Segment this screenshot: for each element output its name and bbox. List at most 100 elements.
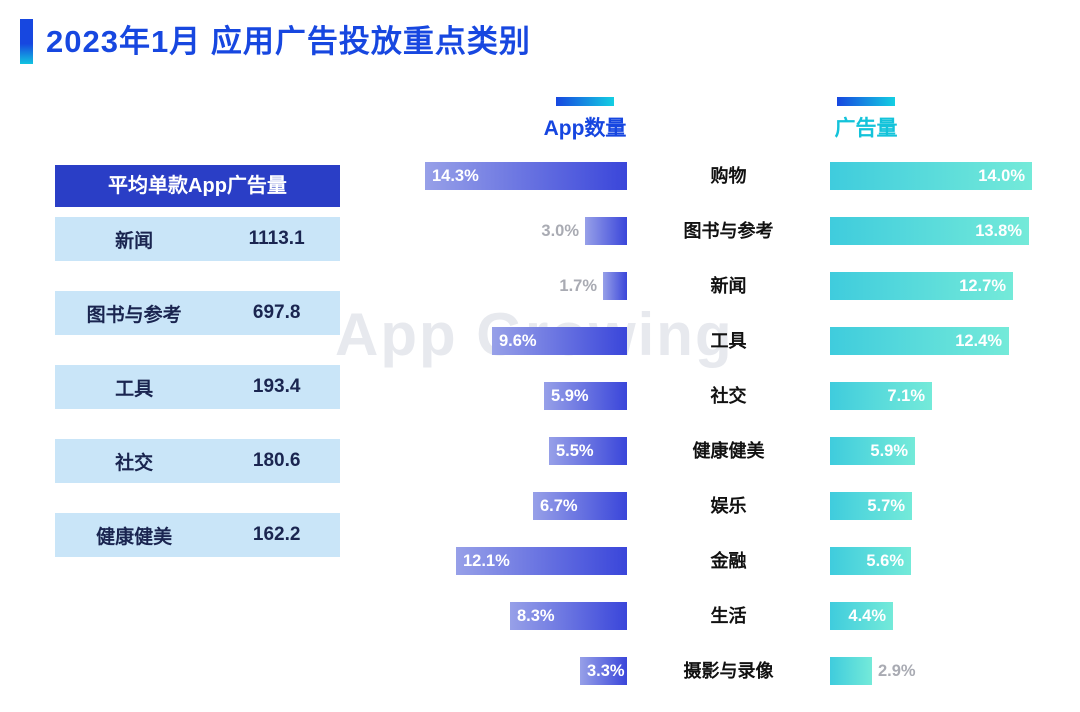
category-label: 新闻 bbox=[710, 276, 747, 296]
table-row-label: 图书与参考 bbox=[86, 304, 182, 326]
ad-volume-bar: 12.4% bbox=[830, 327, 1009, 355]
app-count-bar-zone: 3.0% bbox=[360, 217, 627, 245]
ad-volume-value-label: 7.1% bbox=[887, 387, 925, 405]
table-row-value: 193.4 bbox=[252, 376, 301, 397]
ad-volume-bar-zone: 12.7% bbox=[830, 272, 1080, 300]
app-count-bar: 6.7% bbox=[533, 492, 627, 520]
app-count-value-label: 1.7% bbox=[559, 277, 597, 295]
title-accent-bar bbox=[20, 19, 33, 64]
chart-row: 14.3% 购物 14.0% bbox=[360, 162, 1080, 190]
ad-volume-value-label: 2.9% bbox=[878, 662, 916, 680]
chart-row: 1.7% 新闻 12.7% bbox=[360, 272, 1080, 300]
ad-volume-bar-zone: 12.4% bbox=[830, 327, 1080, 355]
ad-volume-bar-zone: 5.9% bbox=[830, 437, 1080, 465]
ad-volume-value-label: 5.6% bbox=[866, 552, 904, 570]
ad-volume-bar-zone: 4.4% bbox=[830, 602, 1080, 630]
table-row-value: 162.2 bbox=[252, 524, 301, 545]
category-label: 购物 bbox=[710, 166, 747, 186]
app-count-bar: 5.5% bbox=[549, 437, 627, 465]
ad-volume-bar: 13.8% bbox=[830, 217, 1029, 245]
app-count-bar-zone: 3.3% bbox=[360, 657, 627, 685]
category-label: 社交 bbox=[710, 386, 747, 406]
ad-volume-bar: 14.0% bbox=[830, 162, 1032, 190]
chart-row: 3.0% 图书与参考 13.8% bbox=[360, 217, 1080, 245]
app-count-value-label: 9.6% bbox=[499, 332, 537, 350]
ad-volume-bar bbox=[830, 657, 872, 685]
table-body: 新闻 1113.1 图书与参考 697.8 工具 193.4 社交 180.6 健康健美 162.… bbox=[55, 217, 340, 557]
ad-volume-bar: 12.7% bbox=[830, 272, 1013, 300]
ad-volume-bar-zone: 5.7% bbox=[830, 492, 1080, 520]
ad-volume-value-label: 14.0% bbox=[978, 167, 1025, 185]
app-count-value-label: 6.7% bbox=[540, 497, 578, 515]
app-count-bar bbox=[585, 217, 627, 245]
table-row: 社交 180.6 bbox=[55, 439, 340, 483]
app-count-bar: 9.6% bbox=[492, 327, 627, 355]
app-count-bar-zone: 14.3% bbox=[360, 162, 627, 190]
ad-volume-bar: 4.4% bbox=[830, 602, 893, 630]
app-count-bar-zone: 6.7% bbox=[360, 492, 627, 520]
app-count-bar-zone: 5.9% bbox=[360, 382, 627, 410]
table-row-label: 健康健美 bbox=[96, 526, 173, 548]
ad-volume-bar: 7.1% bbox=[830, 382, 932, 410]
table-row-value: 1113.1 bbox=[248, 228, 305, 249]
app-count-legend-bar bbox=[556, 97, 614, 106]
category-label: 摄影与录像 bbox=[683, 661, 774, 681]
ad-volume-legend-bar bbox=[837, 97, 895, 106]
app-count-value-label: 8.3% bbox=[517, 607, 555, 625]
page-title: 2023年1月 应用广告投放重点类别 bbox=[46, 24, 531, 59]
ad-volume-value-label: 13.8% bbox=[975, 222, 1022, 240]
app-count-value-label: 3.0% bbox=[541, 222, 579, 240]
ad-volume-value-label: 12.7% bbox=[959, 277, 1006, 295]
ad-volume-value-label: 5.7% bbox=[867, 497, 905, 515]
category-label: 图书与参考 bbox=[683, 221, 774, 241]
chart-row: 12.1% 金融 5.6% bbox=[360, 547, 1080, 575]
table-row: 工具 193.4 bbox=[55, 365, 340, 409]
table-row-label: 工具 bbox=[115, 378, 154, 400]
ad-volume-bar-zone: 7.1% bbox=[830, 382, 1080, 410]
app-count-bar: 12.1% bbox=[456, 547, 627, 575]
ad-volume-bar: 5.7% bbox=[830, 492, 912, 520]
category-label: 娱乐 bbox=[710, 496, 747, 516]
table-row: 新闻 1113.1 bbox=[55, 217, 340, 261]
ad-volume-bar-zone: 5.6% bbox=[830, 547, 1080, 575]
table-row-value: 180.6 bbox=[252, 450, 301, 471]
app-count-series-title: App数量 bbox=[543, 117, 627, 140]
chart-row: 9.6% 工具 12.4% bbox=[360, 327, 1080, 355]
category-label: 工具 bbox=[710, 331, 747, 351]
app-count-bar-zone: 9.6% bbox=[360, 327, 627, 355]
chart-row: 5.5% 健康健美 5.9% bbox=[360, 437, 1080, 465]
category-label: 金融 bbox=[710, 551, 747, 571]
ad-volume-value-label: 5.9% bbox=[870, 442, 908, 460]
app-count-value-label: 3.3% bbox=[587, 662, 625, 680]
ad-volume-bar-zone: 14.0% bbox=[830, 162, 1080, 190]
app-count-value-label: 14.3% bbox=[432, 167, 479, 185]
ad-volume-bar-zone: 13.8% bbox=[830, 217, 1080, 245]
avg-app-ad-table: 平均单款App广告量 新闻 1113.1 图书与参考 697.8 工具 193.4 社交 18… bbox=[55, 165, 340, 557]
category-label: 健康健美 bbox=[692, 441, 765, 461]
app-count-bar-zone: 12.1% bbox=[360, 547, 627, 575]
app-count-bar: 14.3% bbox=[425, 162, 627, 190]
chart-row: 5.9% 社交 7.1% bbox=[360, 382, 1080, 410]
app-count-bar-zone: 8.3% bbox=[360, 602, 627, 630]
ad-volume-series-title: 广告量 bbox=[834, 117, 898, 140]
table-row-label: 新闻 bbox=[115, 230, 154, 252]
chart-row: 8.3% 生活 4.4% bbox=[360, 602, 1080, 630]
table-row: 图书与参考 697.8 bbox=[55, 291, 340, 335]
table-row: 健康健美 162.2 bbox=[55, 513, 340, 557]
app-count-bar-zone: 1.7% bbox=[360, 272, 627, 300]
app-count-bar bbox=[603, 272, 627, 300]
ad-volume-bar: 5.9% bbox=[830, 437, 915, 465]
app-count-bar-zone: 5.5% bbox=[360, 437, 627, 465]
ad-volume-value-label: 4.4% bbox=[848, 607, 886, 625]
app-count-value-label: 12.1% bbox=[463, 552, 510, 570]
chart-row: 3.3% 摄影与录像 2.9% bbox=[360, 657, 1080, 685]
table-row-label: 社交 bbox=[115, 452, 154, 474]
app-count-value-label: 5.9% bbox=[551, 387, 589, 405]
table-header: 平均单款App广告量 bbox=[55, 165, 340, 207]
ad-volume-bar: 5.6% bbox=[830, 547, 911, 575]
table-row-value: 697.8 bbox=[252, 302, 301, 323]
chart-row: 6.7% 娱乐 5.7% bbox=[360, 492, 1080, 520]
app-count-bar: 5.9% bbox=[544, 382, 627, 410]
category-label: 生活 bbox=[710, 606, 747, 626]
app-count-value-label: 5.5% bbox=[556, 442, 594, 460]
